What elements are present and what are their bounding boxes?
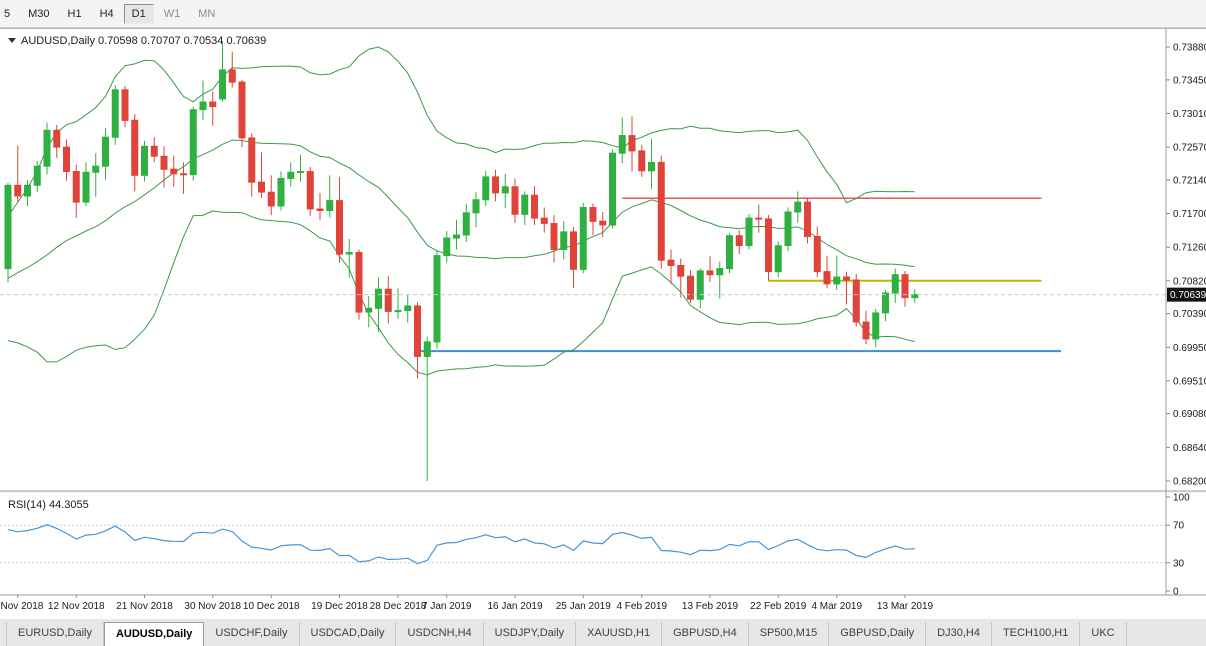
svg-text:28 Dec 2018: 28 Dec 2018	[370, 601, 427, 612]
svg-text:25 Jan 2019: 25 Jan 2019	[556, 601, 611, 612]
tab-sp500-m15[interactable]: SP500,M15	[749, 622, 830, 646]
bollinger-lower-line	[7, 210, 915, 376]
svg-text:100: 100	[1173, 493, 1190, 504]
timeframe-d1-button[interactable]: D1	[123, 3, 154, 24]
svg-text:0.70390: 0.70390	[1173, 309, 1206, 320]
svg-text:30 Nov 2018: 30 Nov 2018	[184, 601, 241, 612]
svg-text:0.71260: 0.71260	[1173, 243, 1206, 254]
rsi-axis[interactable]: 100 70 30 0	[1166, 493, 1190, 598]
svg-text:0.72140: 0.72140	[1173, 175, 1206, 186]
svg-text:0.73010: 0.73010	[1173, 109, 1206, 120]
tab-gbpusd-daily[interactable]: GBPUSD,Daily	[829, 622, 927, 646]
tab-usdchf-daily[interactable]: USDCHF,Daily	[204, 622, 300, 646]
timeframe-m5-button[interactable]: 5	[0, 4, 18, 24]
current-price-label: 0.70639	[1167, 287, 1206, 302]
price-chart-canvas[interactable]: 0.73880 0.73450 0.73010 0.72570 0.72140 0.717…	[0, 29, 1206, 619]
svg-text:7 Jan 2019: 7 Jan 2019	[422, 601, 472, 612]
timeframe-w1-button[interactable]: W1	[156, 4, 189, 24]
svg-text:21 Nov 2018: 21 Nov 2018	[116, 601, 173, 612]
bollinger-middle-line	[7, 139, 915, 279]
tab-usdcnh-h4[interactable]: USDCNH,H4	[396, 622, 484, 646]
tab-ukcrude[interactable]: UKC	[1080, 622, 1127, 646]
rsi-label: RSI(14) 44.3055	[8, 499, 89, 511]
timeframe-h4-button[interactable]: H4	[92, 4, 122, 24]
svg-text:2 Nov 2018: 2 Nov 2018	[0, 601, 44, 612]
svg-text:22 Feb 2019: 22 Feb 2019	[750, 601, 807, 612]
tab-eurusd-daily[interactable]: EURUSD,Daily	[6, 622, 104, 646]
tab-usdcad-daily[interactable]: USDCAD,Daily	[300, 622, 397, 646]
svg-text:12 Nov 2018: 12 Nov 2018	[48, 601, 105, 612]
svg-text:0.70639: 0.70639	[1170, 290, 1206, 301]
chart-tabs-bar: EURUSD,Daily AUDUSD,Daily USDCHF,Daily U…	[0, 618, 1206, 646]
tab-tech100-h1[interactable]: TECH100,H1	[992, 622, 1081, 646]
svg-text:70: 70	[1173, 521, 1185, 532]
chart-title: AUDUSD,Daily 0.70598 0.70707 0.70534 0.7…	[21, 35, 266, 47]
svg-text:13 Mar 2019: 13 Mar 2019	[877, 601, 934, 612]
svg-text:0.69510: 0.69510	[1173, 376, 1206, 387]
rsi-line	[7, 524, 915, 565]
svg-text:4 Mar 2019: 4 Mar 2019	[811, 601, 862, 612]
tab-dj30-h4[interactable]: DJ30,H4	[926, 622, 992, 646]
symbol-dropdown-icon[interactable]	[8, 38, 16, 43]
tab-audusd-daily[interactable]: AUDUSD,Daily	[103, 622, 205, 646]
tab-usdjpy-daily[interactable]: USDJPY,Daily	[484, 622, 577, 646]
svg-text:0.70820: 0.70820	[1173, 276, 1206, 287]
svg-text:0.72570: 0.72570	[1173, 143, 1206, 154]
time-axis[interactable]: 2 Nov 2018 12 Nov 2018 21 Nov 2018 30 Nov 2…	[0, 595, 934, 612]
price-axis[interactable]: 0.73880 0.73450 0.73010 0.72570 0.72140 0.717…	[1166, 43, 1206, 488]
timeframe-toolbar: 5 M30 H1 H4 D1 W1 MN	[0, 0, 1206, 28]
chart-window: 0.73880 0.73450 0.73010 0.72570 0.72140 0.717…	[0, 28, 1206, 619]
timeframe-m30-button[interactable]: M30	[20, 4, 57, 24]
svg-text:0.69080: 0.69080	[1173, 409, 1206, 420]
svg-text:0: 0	[1173, 587, 1179, 598]
timeframe-h1-button[interactable]: H1	[60, 4, 90, 24]
tab-xauusd-h1[interactable]: XAUUSD,H1	[576, 622, 663, 646]
svg-text:0.68640: 0.68640	[1173, 443, 1206, 454]
svg-text:4 Feb 2019: 4 Feb 2019	[616, 601, 667, 612]
svg-text:19 Dec 2018: 19 Dec 2018	[311, 601, 368, 612]
svg-text:30: 30	[1173, 558, 1185, 569]
svg-text:0.73450: 0.73450	[1173, 75, 1206, 86]
svg-text:13 Feb 2019: 13 Feb 2019	[682, 601, 739, 612]
tab-gbpusd-h4[interactable]: GBPUSD,H4	[662, 622, 749, 646]
bollinger-upper-line	[7, 46, 915, 217]
candles-layer	[4, 42, 919, 481]
svg-text:0.69950: 0.69950	[1173, 343, 1206, 354]
timeframe-mn-button[interactable]: MN	[190, 4, 223, 24]
svg-text:0.68200: 0.68200	[1173, 476, 1206, 487]
svg-text:10 Dec 2018: 10 Dec 2018	[243, 601, 300, 612]
svg-text:16 Jan 2019: 16 Jan 2019	[487, 601, 542, 612]
svg-text:0.71700: 0.71700	[1173, 209, 1206, 220]
svg-text:0.73880: 0.73880	[1173, 43, 1206, 54]
